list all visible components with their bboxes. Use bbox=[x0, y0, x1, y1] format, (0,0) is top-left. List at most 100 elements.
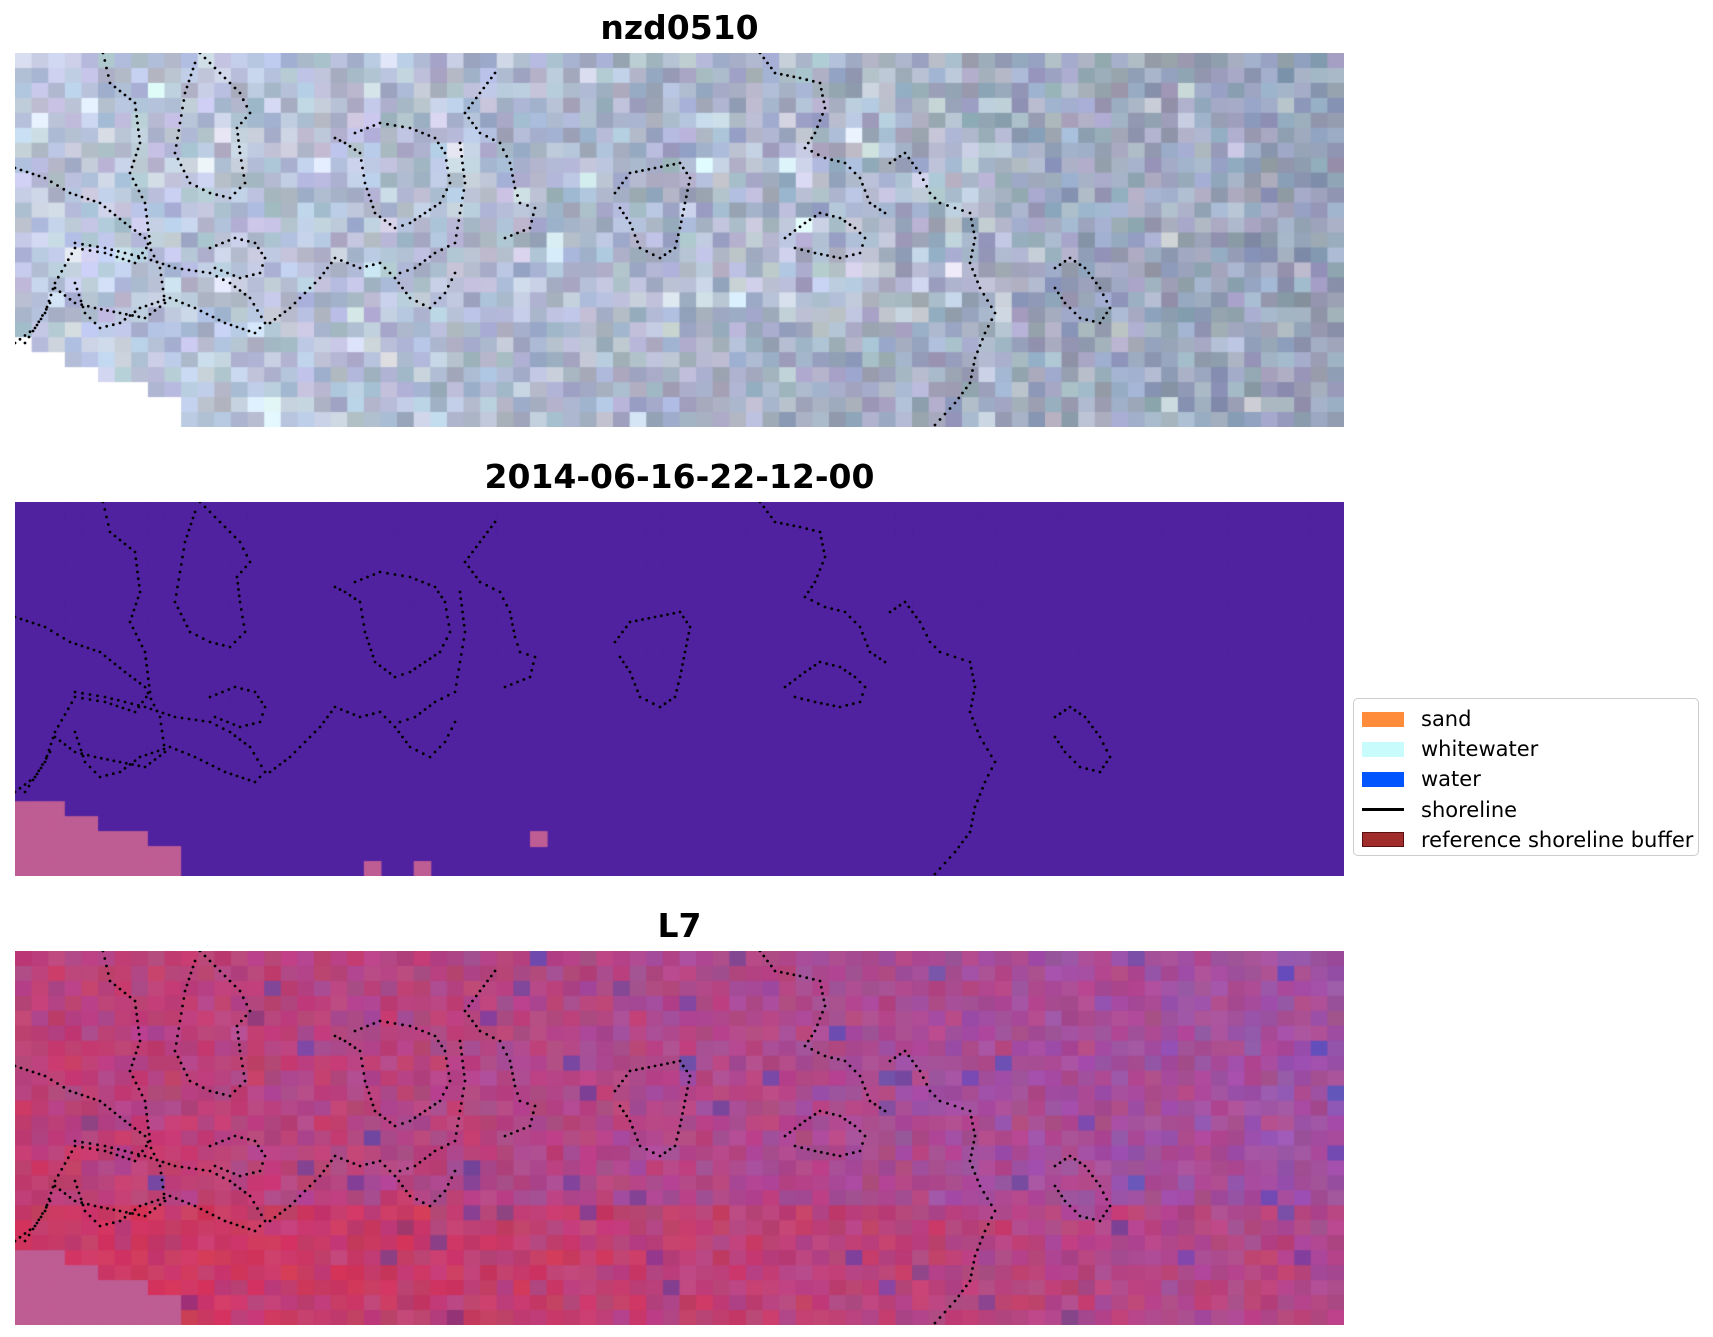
shoreline-point bbox=[223, 770, 227, 774]
shoreline-point bbox=[933, 196, 937, 200]
shoreline-point bbox=[526, 653, 529, 656]
shoreline-point bbox=[118, 1209, 122, 1213]
shoreline-point bbox=[463, 630, 467, 634]
shoreline-point bbox=[811, 79, 815, 83]
shoreline-point bbox=[467, 1014, 471, 1018]
shoreline-point bbox=[512, 629, 516, 633]
shoreline-point bbox=[137, 764, 141, 768]
shoreline-point bbox=[118, 311, 122, 315]
shoreline-point bbox=[177, 578, 181, 581]
shoreline-point bbox=[423, 1157, 427, 1160]
shoreline-point bbox=[971, 1267, 974, 1270]
shoreline-point bbox=[512, 1078, 516, 1082]
shoreline-point bbox=[813, 251, 817, 255]
shoreline-point bbox=[263, 705, 267, 709]
shoreline-point bbox=[408, 1024, 412, 1028]
shoreline-point bbox=[352, 264, 356, 267]
shoreline-point bbox=[174, 299, 178, 302]
shoreline-point bbox=[236, 132, 240, 136]
shoreline-point bbox=[293, 1199, 297, 1203]
shoreline-point bbox=[474, 545, 478, 549]
shoreline-point bbox=[118, 538, 122, 542]
shoreline-point bbox=[261, 264, 264, 267]
shoreline-point bbox=[1078, 712, 1082, 716]
shoreline-point bbox=[948, 1305, 952, 1308]
shoreline-point bbox=[459, 148, 463, 152]
shoreline-point bbox=[208, 640, 212, 644]
shoreline-point bbox=[48, 301, 52, 305]
shoreline-point bbox=[178, 121, 182, 125]
shoreline-point bbox=[1063, 1157, 1067, 1161]
shoreline-point bbox=[150, 751, 154, 755]
shoreline-point bbox=[109, 702, 113, 706]
shoreline-point bbox=[138, 681, 142, 685]
shoreline-point bbox=[131, 314, 134, 317]
shoreline-point bbox=[621, 1079, 624, 1083]
shoreline-point bbox=[821, 543, 824, 546]
shoreline-point bbox=[972, 242, 976, 246]
shoreline-point bbox=[969, 1153, 973, 1157]
shoreline-contour bbox=[783, 211, 867, 260]
shoreline-point bbox=[443, 291, 447, 295]
shoreline-point bbox=[68, 297, 72, 301]
shoreline-point bbox=[77, 742, 81, 746]
shoreline-point bbox=[528, 675, 532, 679]
shoreline-point bbox=[152, 703, 156, 707]
shoreline-point bbox=[378, 1113, 382, 1117]
shoreline-point bbox=[48, 1199, 52, 1203]
shoreline-point bbox=[191, 516, 195, 520]
shoreline-point bbox=[149, 248, 153, 252]
shoreline-point bbox=[43, 1209, 47, 1213]
shoreline-point bbox=[217, 767, 221, 771]
shoreline-point bbox=[792, 973, 796, 977]
shoreline-point bbox=[244, 116, 248, 120]
shoreline-point bbox=[823, 605, 827, 609]
shoreline-point bbox=[401, 673, 404, 676]
shoreline-point bbox=[141, 251, 144, 255]
shoreline-point bbox=[133, 101, 137, 105]
shoreline-point bbox=[135, 114, 139, 118]
shoreline-point bbox=[194, 1167, 198, 1171]
shoreline-point bbox=[800, 248, 804, 252]
shoreline-point bbox=[79, 748, 83, 752]
shoreline-point bbox=[111, 323, 115, 327]
shoreline-point bbox=[187, 304, 191, 307]
shoreline-point bbox=[353, 131, 357, 135]
shoreline-point bbox=[528, 1124, 532, 1128]
shoreline-point bbox=[259, 1213, 263, 1217]
shoreline-point bbox=[976, 1178, 979, 1182]
shoreline-point bbox=[441, 194, 445, 198]
shoreline-point bbox=[440, 1044, 444, 1048]
shoreline-point bbox=[73, 241, 77, 245]
shoreline-point bbox=[118, 89, 122, 93]
shoreline-point bbox=[160, 1178, 164, 1182]
shoreline-point bbox=[826, 703, 829, 706]
shoreline-point bbox=[239, 608, 243, 611]
shoreline-point bbox=[467, 106, 471, 110]
shoreline-point bbox=[911, 610, 914, 614]
shoreline-point bbox=[31, 778, 35, 782]
shoreline-point bbox=[359, 1057, 363, 1060]
shoreline-point bbox=[423, 211, 427, 215]
shoreline-point bbox=[365, 713, 369, 717]
shoreline-point bbox=[1108, 1204, 1112, 1208]
shoreline-point bbox=[406, 269, 409, 272]
shoreline-point bbox=[946, 204, 949, 207]
shoreline-point bbox=[92, 648, 96, 652]
shoreline-point bbox=[688, 1074, 692, 1078]
shoreline-point bbox=[457, 219, 461, 222]
shoreline-point bbox=[144, 695, 148, 699]
shoreline-point bbox=[106, 972, 110, 975]
shoreline-point bbox=[214, 1142, 218, 1145]
shoreline-point bbox=[238, 1084, 242, 1088]
shoreline-point bbox=[214, 693, 218, 696]
shoreline-point bbox=[863, 1134, 867, 1138]
shoreline-point bbox=[798, 1123, 802, 1127]
shoreline-point bbox=[918, 171, 922, 175]
shoreline-point bbox=[401, 125, 404, 129]
shoreline-point bbox=[683, 201, 687, 205]
shoreline-point bbox=[823, 106, 827, 110]
shoreline-point bbox=[363, 181, 367, 185]
shoreline-point bbox=[868, 201, 872, 205]
shoreline-point bbox=[146, 670, 149, 674]
